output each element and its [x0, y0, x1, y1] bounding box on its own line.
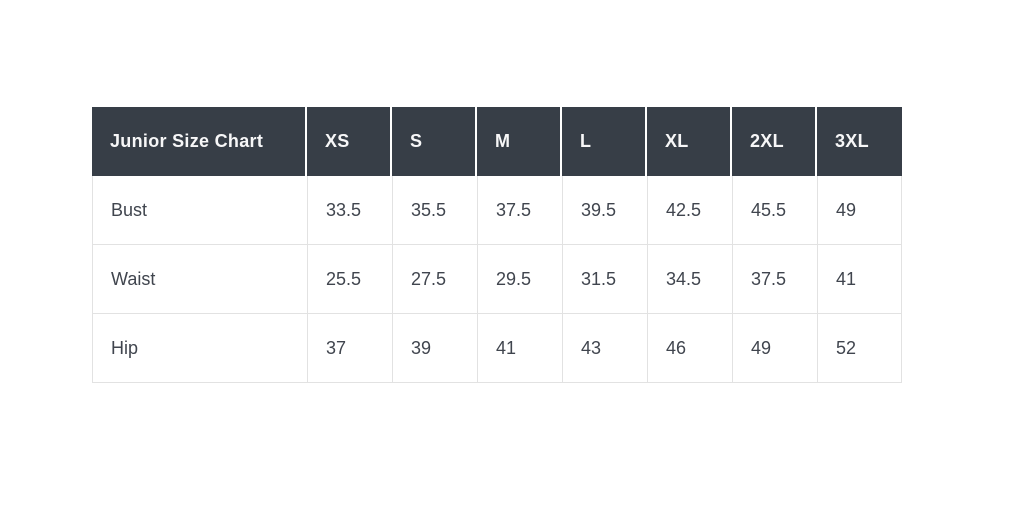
column-header-2xl: 2XL — [732, 107, 817, 176]
cell-bust-m: 37.5 — [477, 176, 562, 245]
table-row-bust: Bust 33.5 35.5 37.5 39.5 42.5 45.5 49 — [92, 176, 902, 245]
header-row: Junior Size Chart XS S M L XL 2XL 3XL — [92, 107, 902, 176]
row-label-waist: Waist — [92, 245, 307, 314]
column-header-s: S — [392, 107, 477, 176]
cell-hip-xl: 46 — [647, 314, 732, 383]
row-label-hip: Hip — [92, 314, 307, 383]
column-header-l: L — [562, 107, 647, 176]
cell-hip-m: 41 — [477, 314, 562, 383]
column-header-3xl: 3XL — [817, 107, 902, 176]
cell-waist-s: 27.5 — [392, 245, 477, 314]
cell-hip-2xl: 49 — [732, 314, 817, 383]
column-header-m: M — [477, 107, 562, 176]
table-title: Junior Size Chart — [92, 107, 307, 176]
column-header-xl: XL — [647, 107, 732, 176]
cell-bust-l: 39.5 — [562, 176, 647, 245]
cell-hip-3xl: 52 — [817, 314, 902, 383]
cell-bust-s: 35.5 — [392, 176, 477, 245]
column-header-xs: XS — [307, 107, 392, 176]
cell-bust-2xl: 45.5 — [732, 176, 817, 245]
cell-hip-xs: 37 — [307, 314, 392, 383]
cell-waist-l: 31.5 — [562, 245, 647, 314]
cell-waist-xs: 25.5 — [307, 245, 392, 314]
cell-bust-xl: 42.5 — [647, 176, 732, 245]
cell-hip-l: 43 — [562, 314, 647, 383]
cell-waist-xl: 34.5 — [647, 245, 732, 314]
cell-bust-3xl: 49 — [817, 176, 902, 245]
cell-bust-xs: 33.5 — [307, 176, 392, 245]
cell-waist-3xl: 41 — [817, 245, 902, 314]
cell-waist-m: 29.5 — [477, 245, 562, 314]
cell-hip-s: 39 — [392, 314, 477, 383]
cell-waist-2xl: 37.5 — [732, 245, 817, 314]
row-label-bust: Bust — [92, 176, 307, 245]
table-row-waist: Waist 25.5 27.5 29.5 31.5 34.5 37.5 41 — [92, 245, 902, 314]
junior-size-chart-table: Junior Size Chart XS S M L XL 2XL 3XL Bu… — [92, 107, 902, 383]
table-row-hip: Hip 37 39 41 43 46 49 52 — [92, 314, 902, 383]
